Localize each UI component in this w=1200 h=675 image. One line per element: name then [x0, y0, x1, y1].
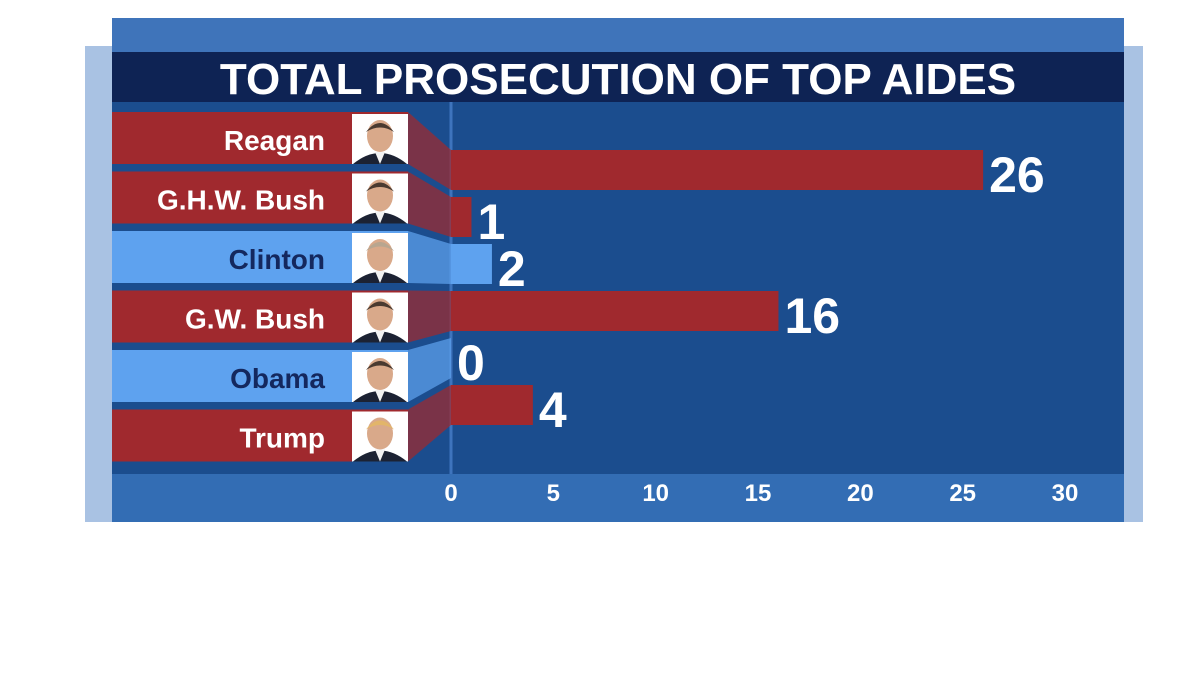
x-tick-label: 10: [642, 480, 669, 507]
bar-reagan: [451, 150, 984, 190]
bar-g-h-w-bush: [451, 197, 472, 237]
connector-g-h-w-bush: [408, 171, 451, 237]
category-label-clinton: Clinton: [229, 244, 325, 275]
x-tick-label: 30: [1052, 480, 1079, 507]
trump-portrait: [352, 411, 408, 462]
connector-clinton: [408, 231, 451, 284]
portraits: [352, 114, 408, 462]
title-band: [112, 52, 1124, 102]
bar-g-w-bush: [451, 291, 779, 331]
bar-trump: [451, 385, 533, 425]
axis-band: [112, 474, 1124, 522]
chart-title: TOTAL PROSECUTION OF TOP AIDES: [220, 55, 1016, 104]
x-tick-label: 15: [745, 480, 772, 507]
x-tick-label: 5: [547, 480, 560, 507]
connector-g-w-bush: [408, 290, 451, 343]
bars: [451, 150, 984, 425]
value-label-obama: 0: [457, 335, 485, 391]
value-label-g-w-bush: 16: [784, 288, 840, 344]
category-label-obama: Obama: [230, 363, 325, 394]
category-label-g-h-w-bush: G.H.W. Bush: [157, 185, 325, 216]
obama-portrait: [352, 352, 408, 402]
bar-clinton: [451, 244, 492, 284]
top-band: [112, 18, 1124, 52]
clinton-portrait: [352, 233, 408, 283]
x-tick-label: 0: [444, 480, 457, 507]
category-label-g-w-bush: G.W. Bush: [185, 304, 325, 335]
value-label-clinton: 2: [498, 241, 526, 297]
category-label-trump: Trump: [239, 423, 325, 454]
value-labels: 26 12 16 04: [457, 147, 1045, 438]
x-tick-label: 25: [949, 480, 976, 507]
gw-bush-portrait: [352, 292, 408, 343]
category-labels: Reagan G.H.W. Bush Clinton G.W. Bush Obama Tr…: [157, 125, 325, 454]
x-tick-label: 20: [847, 480, 874, 507]
connector-obama: [408, 338, 451, 402]
x-axis-ticks: 0 5 10 15 20 25 30: [444, 480, 1078, 507]
ghw-bush-portrait: [352, 173, 408, 224]
connectors: [408, 112, 451, 462]
value-label-reagan: 26: [989, 147, 1045, 203]
connector-trump: [408, 385, 451, 462]
value-label-trump: 4: [539, 382, 567, 438]
value-label-g-h-w-bush: 1: [477, 194, 505, 250]
category-label-reagan: Reagan: [224, 125, 325, 156]
connector-reagan: [408, 112, 451, 190]
reagan-portrait: [352, 114, 408, 164]
